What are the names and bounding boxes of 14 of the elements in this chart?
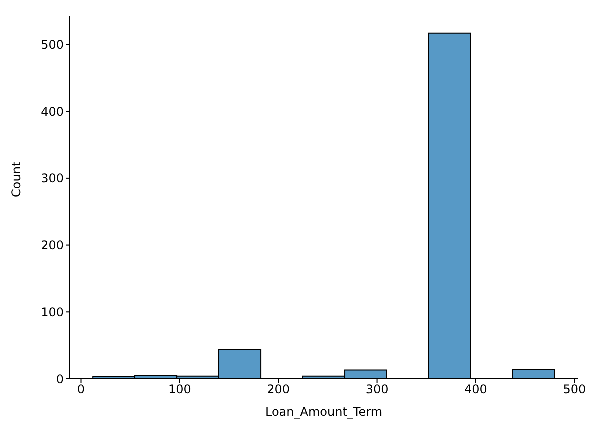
x-tick-label: 100: [168, 382, 192, 397]
x-axis-title: Loan_Amount_Term: [265, 405, 383, 419]
x-tick-label: 400: [464, 382, 488, 397]
x-tick-label: 300: [366, 382, 389, 397]
y-tick-label: 400: [41, 104, 64, 119]
x-tick-label: 200: [267, 382, 290, 397]
y-tick-label: 0: [56, 372, 64, 386]
y-tick-label: 100: [41, 305, 64, 320]
y-axis-title: Count: [9, 162, 24, 198]
y-tick-label: 300: [41, 172, 64, 186]
y-tick-label: 500: [41, 38, 64, 52]
x-tick-label: 0: [77, 382, 86, 397]
y-tick-label: 200: [41, 238, 64, 253]
x-tick-label: 500: [563, 382, 586, 397]
